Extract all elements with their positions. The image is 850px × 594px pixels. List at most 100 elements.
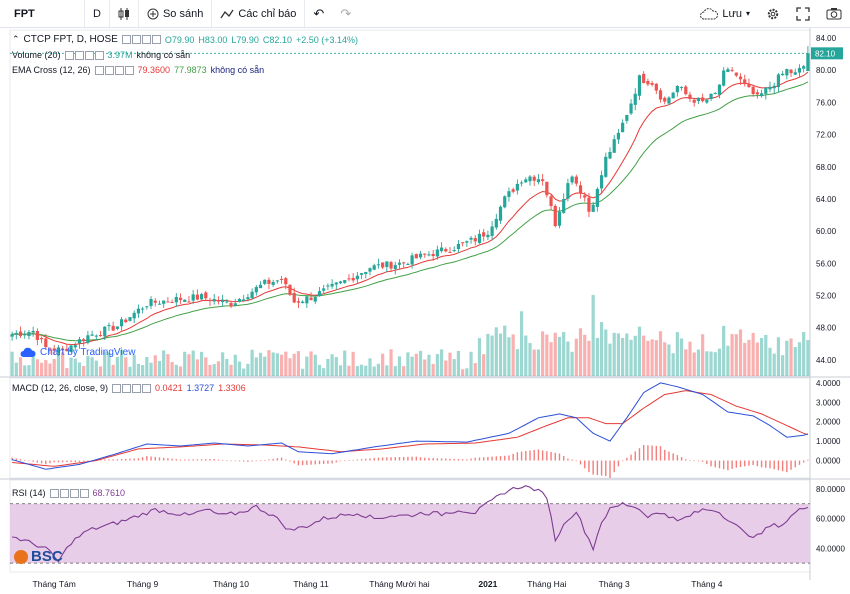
- volume-bar: [44, 360, 48, 376]
- macd-histogram-bar: [744, 460, 746, 467]
- volume-bar: [334, 357, 338, 376]
- volume-bar: [621, 337, 625, 376]
- volume-bar: [221, 352, 225, 376]
- candle-body: [178, 297, 183, 301]
- macd-histogram-bar: [352, 459, 354, 461]
- legend-controls[interactable]: [121, 35, 161, 44]
- fullscreen-button[interactable]: [788, 0, 818, 27]
- price-tick-label: 80.00: [816, 66, 837, 75]
- macd-histogram-bar: [689, 459, 691, 461]
- macd-histogram-bar: [381, 457, 384, 461]
- macd-histogram-bar: [394, 457, 396, 461]
- volume-bar: [435, 354, 439, 376]
- volume-bar: [696, 349, 701, 376]
- watermark-text: Chart by TradingView: [40, 347, 136, 358]
- macd-histogram-bar: [373, 458, 375, 461]
- compare-button[interactable]: So sánh: [137, 0, 211, 27]
- macd-histogram-bar: [617, 460, 620, 467]
- candle-body: [536, 179, 541, 183]
- macd-histogram-bar: [280, 457, 283, 461]
- macd-histogram-bar: [659, 446, 662, 461]
- candle-body: [199, 294, 204, 300]
- macd-tick-label: 4.0000: [816, 379, 841, 388]
- compare-plus-icon: [147, 8, 159, 19]
- volume-bar: [524, 335, 528, 376]
- macd-histogram-bar: [259, 460, 262, 462]
- macd-histogram-bar: [365, 458, 367, 461]
- candle-body: [212, 299, 216, 302]
- macd-legend-controls[interactable]: [112, 383, 152, 393]
- candle-body: [128, 317, 132, 321]
- volume-bar: [418, 350, 423, 376]
- interval-button[interactable]: D: [84, 0, 109, 27]
- candle-body: [157, 303, 162, 305]
- macd-histogram-bar: [125, 458, 127, 461]
- candle-body: [267, 279, 271, 284]
- volume-bar: [743, 342, 747, 376]
- candle-body: [738, 76, 743, 80]
- macd-histogram-bar: [386, 457, 388, 461]
- candle-body: [414, 254, 418, 259]
- undo-button[interactable]: ↶: [304, 0, 332, 27]
- symbol-search[interactable]: FPT: [14, 7, 35, 20]
- chart-type-button[interactable]: [108, 0, 138, 27]
- macd-histogram-bar: [99, 459, 102, 461]
- macd-line-value: 1.3727: [186, 383, 215, 393]
- volume-bar: [452, 359, 456, 376]
- candle-body: [86, 335, 90, 343]
- volume-bar: [612, 332, 616, 376]
- macd-histogram-bar: [297, 460, 300, 466]
- macd-histogram-bar: [655, 445, 658, 461]
- indicators-button[interactable]: Các chỉ báo: [211, 0, 304, 27]
- volume-bar: [494, 327, 498, 376]
- candle-body: [279, 278, 284, 280]
- time-axis-label: Tháng 9: [127, 579, 158, 589]
- macd-histogram-bar: [141, 457, 144, 461]
- candle-body: [545, 181, 549, 196]
- volume-bar: [591, 294, 595, 376]
- candle-body: [364, 271, 368, 275]
- volume-bar: [772, 353, 776, 376]
- macd-histogram-bar: [537, 449, 540, 461]
- macd-histogram-bar: [188, 459, 190, 461]
- tradingview-watermark[interactable]: Chart by TradingView: [20, 347, 135, 358]
- macd-histogram-bar: [331, 460, 333, 464]
- candle-body: [225, 301, 229, 303]
- settings-button[interactable]: [758, 0, 788, 27]
- candle-body: [599, 175, 604, 189]
- macd-histogram-bar: [415, 456, 418, 461]
- macd-histogram-bar: [61, 460, 64, 463]
- volume-bar: [671, 353, 675, 376]
- candle-body: [583, 195, 587, 198]
- volume-bar: [250, 349, 254, 376]
- macd-histogram-bar: [272, 458, 274, 461]
- volume-bar: [242, 368, 246, 376]
- ema-legend-controls[interactable]: [94, 65, 134, 75]
- volume-bar: [69, 357, 73, 376]
- candle-body: [338, 281, 343, 284]
- volume-legend-controls[interactable]: [64, 50, 104, 60]
- candle-body: [549, 196, 553, 207]
- rsi-legend-controls[interactable]: [49, 488, 89, 498]
- volume-bar: [557, 336, 562, 376]
- fullscreen-icon: [796, 6, 810, 21]
- volume-bar: [183, 351, 187, 376]
- volume-bar: [528, 343, 532, 376]
- price-tick-label: 44.00: [816, 356, 837, 365]
- collapse-chevron-icon[interactable]: ⌃: [12, 34, 20, 44]
- snapshot-button[interactable]: [818, 0, 850, 27]
- candle-body: [646, 80, 650, 85]
- save-button[interactable]: Lưu ▾: [692, 0, 758, 27]
- volume-bar: [461, 369, 465, 376]
- ema-fast-value: 79.3600: [137, 65, 171, 75]
- candle-body: [768, 86, 772, 90]
- volume-bar: [35, 359, 39, 376]
- volume-bar: [625, 333, 629, 376]
- candle-body: [717, 84, 722, 95]
- candle-body: [347, 278, 351, 280]
- macd-histogram-bar: [550, 451, 552, 461]
- volume-bar: [301, 368, 305, 376]
- redo-button[interactable]: ↷: [332, 0, 359, 27]
- candle-body: [195, 294, 199, 300]
